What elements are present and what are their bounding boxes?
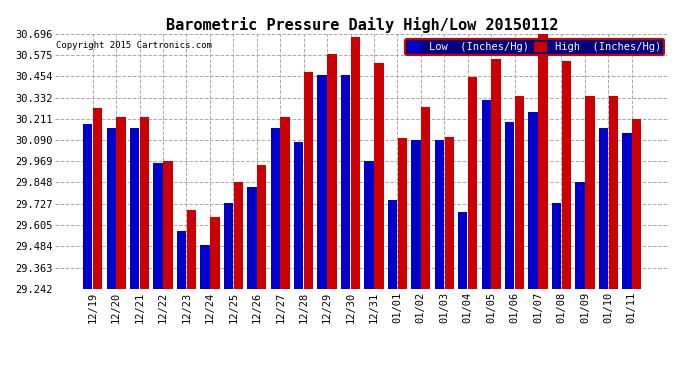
Bar [234,182,243,289]
Bar [421,107,431,289]
Bar [482,100,491,289]
Bar [210,217,219,289]
Bar [341,75,351,289]
Legend: Low  (Inches/Hg), High  (Inches/Hg): Low (Inches/Hg), High (Inches/Hg) [405,39,664,55]
Bar [505,123,514,289]
Bar [458,212,468,289]
Bar [327,54,337,289]
Bar [117,117,126,289]
Bar [468,77,477,289]
Bar [317,75,327,289]
Bar [632,119,642,289]
Bar [270,128,280,289]
Bar [622,133,631,289]
Bar [585,96,595,289]
Bar [411,140,421,289]
Bar [397,138,407,289]
Bar [177,231,186,289]
Bar [304,72,313,289]
Bar [515,96,524,289]
Bar [164,161,172,289]
Bar [552,203,561,289]
Bar [351,36,360,289]
Bar [529,112,538,289]
Bar [575,182,584,289]
Bar [599,128,608,289]
Text: Copyright 2015 Cartronics.com: Copyright 2015 Cartronics.com [56,41,212,50]
Bar [364,161,374,289]
Bar [130,128,139,289]
Bar [106,128,116,289]
Bar [374,63,384,289]
Bar [388,200,397,289]
Bar [93,108,102,289]
Bar [562,61,571,289]
Title: Barometric Pressure Daily High/Low 20150112: Barometric Pressure Daily High/Low 20150… [166,16,558,33]
Bar [538,33,548,289]
Bar [280,117,290,289]
Bar [609,96,618,289]
Bar [140,117,149,289]
Bar [153,163,163,289]
Bar [257,165,266,289]
Bar [444,136,454,289]
Bar [224,203,233,289]
Bar [491,59,501,289]
Bar [294,142,304,289]
Bar [200,245,210,289]
Bar [83,124,92,289]
Bar [435,140,444,289]
Bar [247,188,257,289]
Bar [187,210,196,289]
